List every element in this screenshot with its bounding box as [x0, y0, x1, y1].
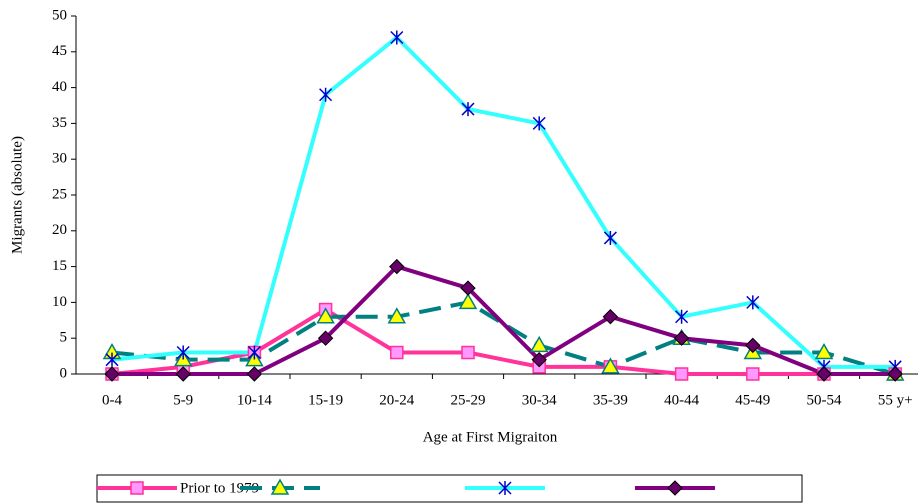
x-tick-label: 35-39	[593, 392, 628, 408]
x-tick-label: 50-54	[807, 392, 842, 408]
x-tick-label: 20-24	[379, 392, 414, 408]
marker	[317, 330, 334, 346]
x-tick-label: 15-19	[308, 392, 343, 408]
y-tick-label: 0	[60, 365, 68, 381]
marker	[675, 309, 689, 324]
x-axis-title: Age at First Migraiton	[423, 429, 558, 445]
marker	[316, 307, 335, 324]
marker	[461, 102, 475, 117]
y-tick-label: 30	[52, 151, 67, 167]
marker	[532, 116, 546, 131]
marker	[887, 366, 903, 382]
x-tick-label: 45-49	[735, 392, 770, 408]
marker	[814, 343, 834, 360]
marker	[745, 337, 761, 354]
x-tick-label: 40-44	[664, 392, 699, 408]
marker	[746, 295, 760, 310]
marker	[602, 309, 619, 325]
line	[112, 264, 896, 376]
marker	[390, 345, 404, 360]
legend-label: Prior to 1979	[180, 480, 259, 496]
y-axis-title: Migrants (absolute)	[9, 136, 25, 254]
marker	[461, 345, 475, 360]
marker	[674, 367, 689, 381]
marker	[816, 366, 832, 382]
y-tick-label: 10	[52, 294, 67, 310]
y-tick-label: 35	[52, 115, 67, 131]
line	[111, 35, 896, 369]
marker	[105, 352, 119, 367]
marker	[529, 335, 549, 353]
marker	[390, 30, 404, 45]
y-tick-label: 50	[52, 7, 67, 23]
marker	[175, 366, 191, 382]
y-tick-label: 15	[52, 258, 67, 274]
marker	[319, 87, 333, 102]
y-tick-label: 45	[52, 43, 67, 59]
marker	[246, 366, 263, 382]
x-tick-label: 55 y+	[878, 392, 913, 408]
marker	[104, 366, 120, 382]
y-tick-label: 20	[52, 222, 67, 238]
marker	[603, 230, 617, 245]
x-tick-label: 0-4	[102, 392, 122, 408]
marker	[270, 478, 290, 495]
marker	[458, 292, 478, 310]
y-tick-label: 25	[52, 186, 67, 202]
x-tick-label: 25-29	[451, 392, 486, 408]
marker	[601, 357, 620, 374]
marker	[176, 345, 190, 360]
marker	[498, 481, 512, 495]
marker	[746, 367, 760, 381]
marker	[247, 345, 261, 360]
x-tick-label: 10-14	[237, 392, 272, 408]
marker	[387, 307, 407, 324]
line	[111, 307, 896, 376]
marker	[531, 351, 547, 368]
marker	[673, 330, 690, 346]
marker	[460, 280, 476, 296]
x-tick-label: 30-34	[522, 392, 557, 408]
x-tick-label: 5-9	[173, 392, 193, 408]
marker	[667, 480, 683, 496]
marker	[389, 258, 405, 275]
marker	[130, 481, 144, 495]
y-tick-label: 40	[52, 79, 67, 95]
line	[111, 300, 896, 376]
y-tick-label: 5	[60, 330, 68, 346]
